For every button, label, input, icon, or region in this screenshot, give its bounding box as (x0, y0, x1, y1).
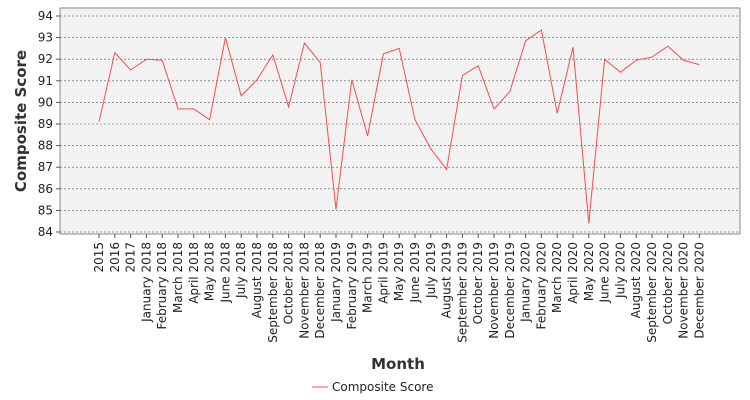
x-tick-label-9: July 2018 (234, 242, 248, 299)
x-tick-label-12: October 2018 (282, 242, 296, 324)
x-tick-label-5: March 2018 (171, 242, 185, 313)
x-tick-label-10: August 2018 (250, 242, 264, 318)
y-axis-ticks: 84 85 86 87 88 89 90 91 92 93 94 (38, 9, 60, 239)
y-tick-label-3: 87 (38, 160, 53, 174)
x-tick-label-18: April 2019 (376, 242, 390, 304)
x-tick-label-4: February 2018 (155, 242, 169, 330)
legend: Composite Score (312, 380, 433, 394)
x-tick-label-2: 2017 (124, 242, 138, 273)
x-tick-label-14: December 2018 (313, 242, 327, 339)
x-tick-label-7: May 2018 (203, 242, 217, 301)
y-tick-label-7: 91 (38, 74, 53, 88)
series-group (98, 29, 700, 224)
x-tick-label-25: November 2019 (487, 242, 501, 339)
x-axis-ticks: 2015 2016 2017 January 2018 February 2018 Mar… (92, 234, 706, 343)
x-tick-label-36: October 2020 (661, 242, 675, 324)
series-line-0 (98, 29, 700, 224)
x-tick-label-21: July 2019 (424, 242, 438, 299)
y-tick-label-8: 92 (38, 52, 53, 66)
y-tick-label-9: 93 (38, 31, 53, 45)
x-tick-label-26: December 2019 (503, 242, 517, 339)
x-tick-label-27: January 2020 (519, 242, 533, 323)
y-tick-label-6: 90 (38, 95, 53, 109)
x-tick-label-33: July 2020 (613, 242, 627, 299)
y-tick-label-10: 94 (38, 9, 53, 23)
x-tick-label-37: November 2020 (677, 242, 691, 339)
x-tick-label-23: September 2019 (455, 242, 469, 343)
x-tick-label-3: January 2018 (139, 242, 153, 323)
y-tick-label-1: 85 (38, 203, 53, 217)
y-tick-label-0: 84 (38, 225, 53, 239)
x-tick-label-19: May 2019 (392, 242, 406, 301)
x-tick-label-24: October 2019 (471, 242, 485, 324)
y-axis-title: Composite Score (12, 50, 30, 192)
x-tick-label-22: August 2019 (440, 242, 454, 318)
x-tick-label-8: June 2018 (218, 242, 232, 304)
x-tick-label-29: March 2020 (550, 242, 564, 313)
x-tick-label-13: November 2018 (297, 242, 311, 339)
x-tick-label-0: 2015 (92, 242, 106, 273)
x-tick-label-1: 2016 (108, 242, 122, 273)
y-tick-label-2: 86 (38, 182, 53, 196)
x-tick-label-16: February 2019 (345, 242, 359, 330)
y-tick-label-4: 88 (38, 139, 53, 153)
x-tick-label-34: August 2020 (629, 242, 643, 318)
x-axis-title: Month (371, 355, 425, 373)
legend-label: Composite Score (332, 380, 433, 394)
x-tick-label-20: June 2019 (408, 242, 422, 304)
x-tick-label-11: September 2018 (266, 242, 280, 343)
y-tick-label-5: 89 (38, 117, 53, 131)
x-tick-label-31: May 2020 (582, 242, 596, 301)
x-tick-label-15: January 2019 (329, 242, 343, 323)
x-tick-label-32: June 2020 (598, 242, 612, 304)
gridlines (60, 15, 740, 233)
plot-area (59, 7, 741, 235)
x-tick-label-17: March 2019 (361, 242, 375, 313)
x-tick-label-38: December 2020 (692, 242, 706, 339)
x-tick-label-6: April 2018 (187, 242, 201, 304)
x-tick-label-35: September 2020 (645, 242, 659, 343)
x-tick-label-28: February 2020 (534, 242, 548, 330)
x-tick-label-30: April 2020 (566, 242, 580, 304)
